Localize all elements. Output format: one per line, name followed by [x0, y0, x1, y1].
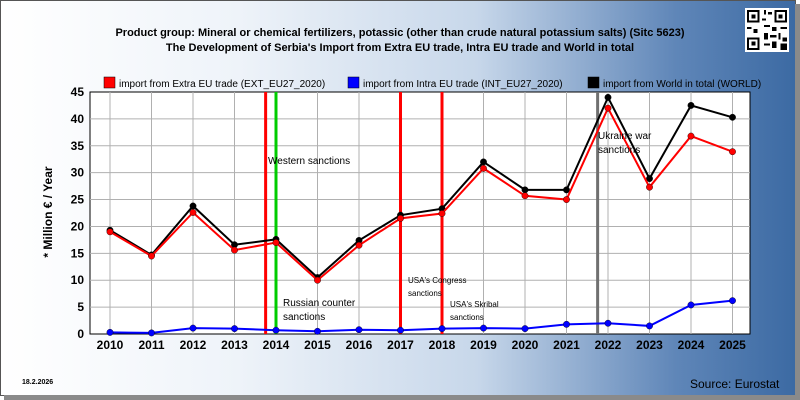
data-point-intra [397, 326, 404, 334]
data-point-intra [729, 297, 736, 305]
data-point-intra [231, 325, 238, 333]
frame-shadow-bottom [4, 395, 800, 400]
data-point-extra [106, 228, 114, 236]
data-point-intra [563, 320, 570, 328]
x-tick-label: 2010 [97, 338, 124, 352]
chart-title-line2: The Development of Serbia's Import from … [165, 42, 635, 54]
data-point-world [563, 186, 570, 194]
data-point-world [521, 186, 529, 194]
chart-title-line1: Product group: Mineral or chemical ferti… [115, 27, 685, 39]
data-point-intra [480, 324, 487, 332]
data-point-world [687, 102, 695, 109]
series-line-world [109, 95, 733, 279]
x-tick-label: 2025 [719, 338, 746, 352]
source-label: Source: Eurostat [690, 377, 780, 391]
qr-code-icon [745, 8, 789, 52]
x-tick-label: 2023 [636, 338, 663, 352]
legend-swatch-world [587, 76, 600, 89]
y-tick-label: 10 [71, 273, 85, 287]
data-point-extra [189, 209, 197, 216]
x-tick-label: 2018 [429, 338, 456, 352]
y-tick-label: 5 [77, 300, 84, 314]
legend-label-world: import from World in total (WORLD) [603, 79, 761, 90]
y-tick-label: 40 [71, 112, 85, 126]
data-point-world [646, 175, 653, 182]
x-tick-label: 2017 [387, 338, 414, 352]
annotation-usa-skribal-line1: USA's Skribal [450, 300, 499, 309]
x-tick-label: 2024 [678, 338, 705, 352]
data-point-extra [397, 214, 404, 222]
annotation-russian-line2: sanctions [283, 312, 325, 323]
data-point-extra [231, 246, 238, 254]
data-point-world [189, 202, 197, 210]
data-point-intra [604, 319, 612, 327]
data-point-extra [148, 252, 155, 260]
y-tick-label: 20 [71, 219, 85, 233]
data-point-intra [148, 329, 155, 337]
frame-shadow-right [795, 4, 800, 400]
annotation-usa-congress-line1: USA's Congress [408, 276, 466, 285]
data-point-intra [438, 325, 446, 333]
date-stamp: 18.2.2026 [22, 379, 54, 386]
x-tick-label: 2022 [595, 338, 622, 352]
legend: import from Extra EU trade (EXT_EU27_202… [103, 76, 761, 90]
data-point-extra [314, 276, 321, 284]
y-axis-ticks: 0 5 10 15 20 25 30 35 40 45 [71, 85, 85, 341]
data-point-extra [521, 192, 529, 200]
annotation-usa-congress-line2: sanctions [408, 289, 442, 298]
legend-swatch-extra [103, 76, 116, 89]
x-tick-label: 2019 [470, 338, 497, 352]
data-point-extra [729, 148, 736, 156]
y-axis-label: * Million € / Year [41, 166, 55, 258]
data-point-extra [646, 183, 653, 191]
data-point-intra [687, 301, 695, 309]
annotation-western-sanctions: Western sanctions [268, 156, 350, 167]
x-tick-label: 2013 [221, 338, 248, 352]
data-point-intra [106, 328, 114, 336]
annotation-usa-skribal-line2: sanctions [450, 313, 484, 322]
data-point-world [604, 93, 612, 101]
x-tick-label: 2021 [553, 338, 580, 352]
x-axis-ticks: 2010 2011 2012 2013 2014 2015 2016 2017 2018 2019… [97, 338, 747, 352]
data-point-extra [563, 196, 570, 203]
data-point-intra [314, 327, 321, 335]
x-tick-label: 2015 [304, 338, 331, 352]
data-point-extra [355, 241, 363, 249]
x-tick-label: 2016 [346, 338, 373, 352]
y-tick-label: 25 [71, 193, 85, 207]
y-tick-label: 45 [71, 85, 85, 99]
annotations: Western sanctions Russian counter sancti… [268, 131, 652, 323]
legend-label-extra: import from Extra EU trade (EXT_EU27_202… [119, 79, 325, 90]
legend-label-intra: import from Intra EU trade (INT_EU27_202… [363, 79, 563, 90]
y-tick-label: 30 [71, 166, 85, 180]
data-point-extra [438, 210, 446, 217]
series-line-extra [109, 105, 733, 282]
x-tick-label: 2014 [263, 338, 290, 352]
annotation-ukraine-line1: Ukraine war [598, 131, 652, 142]
data-point-intra [189, 324, 197, 332]
data-point-intra [355, 326, 363, 334]
y-tick-label: 0 [77, 327, 84, 341]
data-point-extra [687, 132, 695, 140]
y-tick-label: 15 [71, 246, 85, 260]
annotation-russian-line1: Russian counter [283, 298, 356, 309]
data-point-intra [272, 326, 280, 334]
series-line-intra [109, 299, 733, 334]
legend-swatch-intra [347, 76, 360, 89]
data-point-world [480, 158, 487, 166]
data-point-intra [646, 322, 653, 330]
data-point-intra [521, 325, 529, 333]
annotation-ukraine-line2: sanctions [598, 145, 640, 156]
data-point-extra [272, 239, 280, 246]
data-point-extra [480, 164, 487, 172]
y-tick-label: 35 [71, 139, 85, 153]
x-tick-label: 2012 [180, 338, 207, 352]
x-tick-label: 2011 [138, 338, 164, 352]
data-point-world [729, 113, 736, 121]
series-lines [106, 93, 736, 337]
x-tick-label: 2020 [512, 338, 539, 352]
data-point-extra [604, 104, 612, 112]
